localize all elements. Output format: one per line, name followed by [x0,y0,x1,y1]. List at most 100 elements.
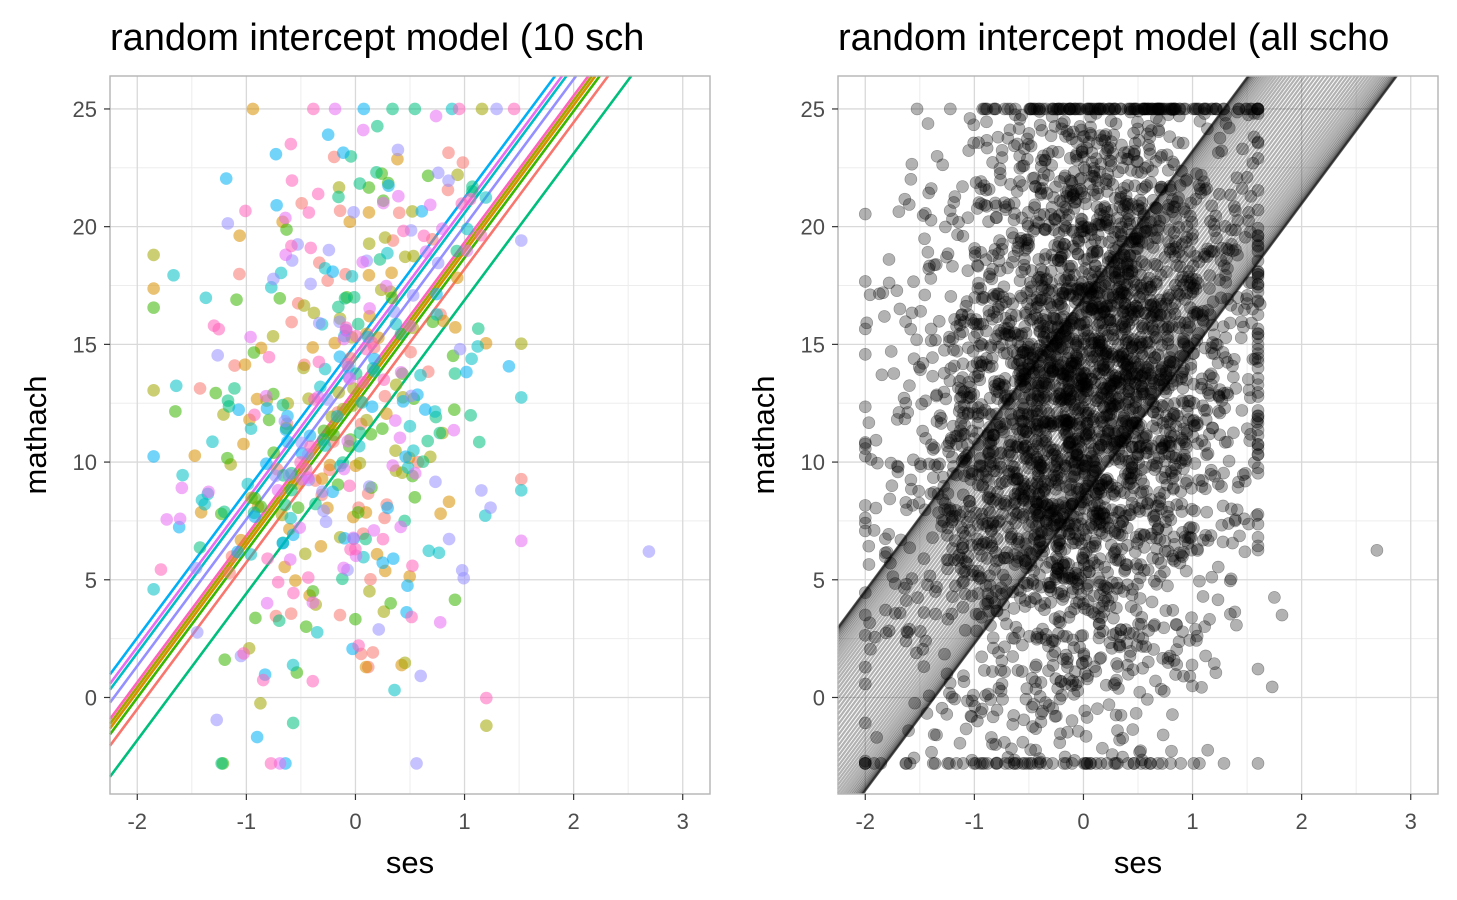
data-point [1062,516,1076,530]
data-point [394,520,407,534]
data-point [279,211,292,225]
data-point [222,400,236,413]
data-point [1131,577,1144,591]
data-point [897,391,911,405]
data-point [339,321,353,334]
data-point [1099,591,1112,604]
data-point [1093,129,1107,142]
x-tick-label: 3 [677,809,689,834]
data-point [1167,530,1181,544]
data-point [1107,611,1120,625]
data-point [1097,305,1111,318]
data-point [1126,723,1140,736]
data-point [983,506,997,519]
data-point [250,730,264,744]
data-point [1150,578,1163,591]
data-point [1062,451,1076,465]
data-point [1042,417,1055,430]
data-point [1104,159,1118,173]
data-point [1137,102,1151,116]
data-point [304,241,318,255]
data-point [1164,371,1178,385]
data-point [1115,227,1128,241]
data-point [1077,359,1091,372]
data-point [260,402,274,415]
data-point [1080,141,1094,155]
data-point [1007,213,1021,227]
data-point [1268,591,1281,604]
data-point [210,713,224,727]
data-point [1048,212,1062,226]
data-point [347,205,360,219]
data-point [957,669,970,683]
data-point [514,234,528,247]
data-point [1184,520,1197,534]
data-point [1034,631,1048,645]
data-point [992,324,1006,337]
data-point [1042,168,1055,182]
data-point [1251,412,1265,426]
data-point [989,102,1002,116]
data-point [996,692,1009,706]
data-point [1061,725,1074,739]
data-point [295,196,309,210]
data-point [353,456,367,470]
data-point [1156,728,1170,742]
data-point [1024,302,1037,316]
data-point [1185,232,1199,245]
data-point [1099,347,1113,360]
data-point [1033,293,1047,307]
data-point [1006,650,1020,663]
data-point [147,384,160,397]
data-point [442,174,455,187]
school-line [108,75,564,685]
data-point [378,511,391,525]
data-point [1037,454,1050,468]
data-point [1108,440,1121,454]
data-point [502,359,516,373]
data-point [1093,505,1107,518]
data-point [1152,125,1166,138]
data-point [404,345,417,359]
data-point [1188,419,1201,433]
data-point [332,386,346,399]
data-point [924,272,938,285]
data-point [1063,394,1077,407]
data-point [1135,387,1149,401]
x-tick-label: 1 [458,809,470,834]
data-point [1024,546,1037,559]
data-point [1070,192,1083,206]
data-point [233,267,246,281]
data-point [1061,364,1075,378]
data-point [998,551,1011,565]
x-tick-label: -2 [855,809,875,834]
data-point [972,276,985,290]
data-point [514,337,528,350]
data-point [1154,682,1168,696]
data-point [1020,682,1034,695]
data-point [1070,448,1084,462]
data-point [366,646,380,659]
data-point [1157,373,1171,387]
data-point [1191,542,1204,556]
data-point [905,482,918,496]
data-point [432,546,446,560]
data-point [1251,448,1265,461]
data-point [406,559,419,573]
data-point [1075,371,1088,384]
data-point [1146,551,1160,565]
data-point [1001,551,1015,565]
data-point [957,386,970,399]
data-point [980,134,994,147]
data-point [1081,579,1095,592]
data-point [428,405,442,418]
data-point [1022,362,1036,375]
data-point [1099,177,1113,191]
data-point [971,714,984,728]
data-point [1135,640,1149,653]
data-point [514,472,528,486]
data-point [1144,176,1158,189]
data-point [1189,622,1202,636]
data-point [1240,292,1253,306]
data-point [362,237,376,250]
